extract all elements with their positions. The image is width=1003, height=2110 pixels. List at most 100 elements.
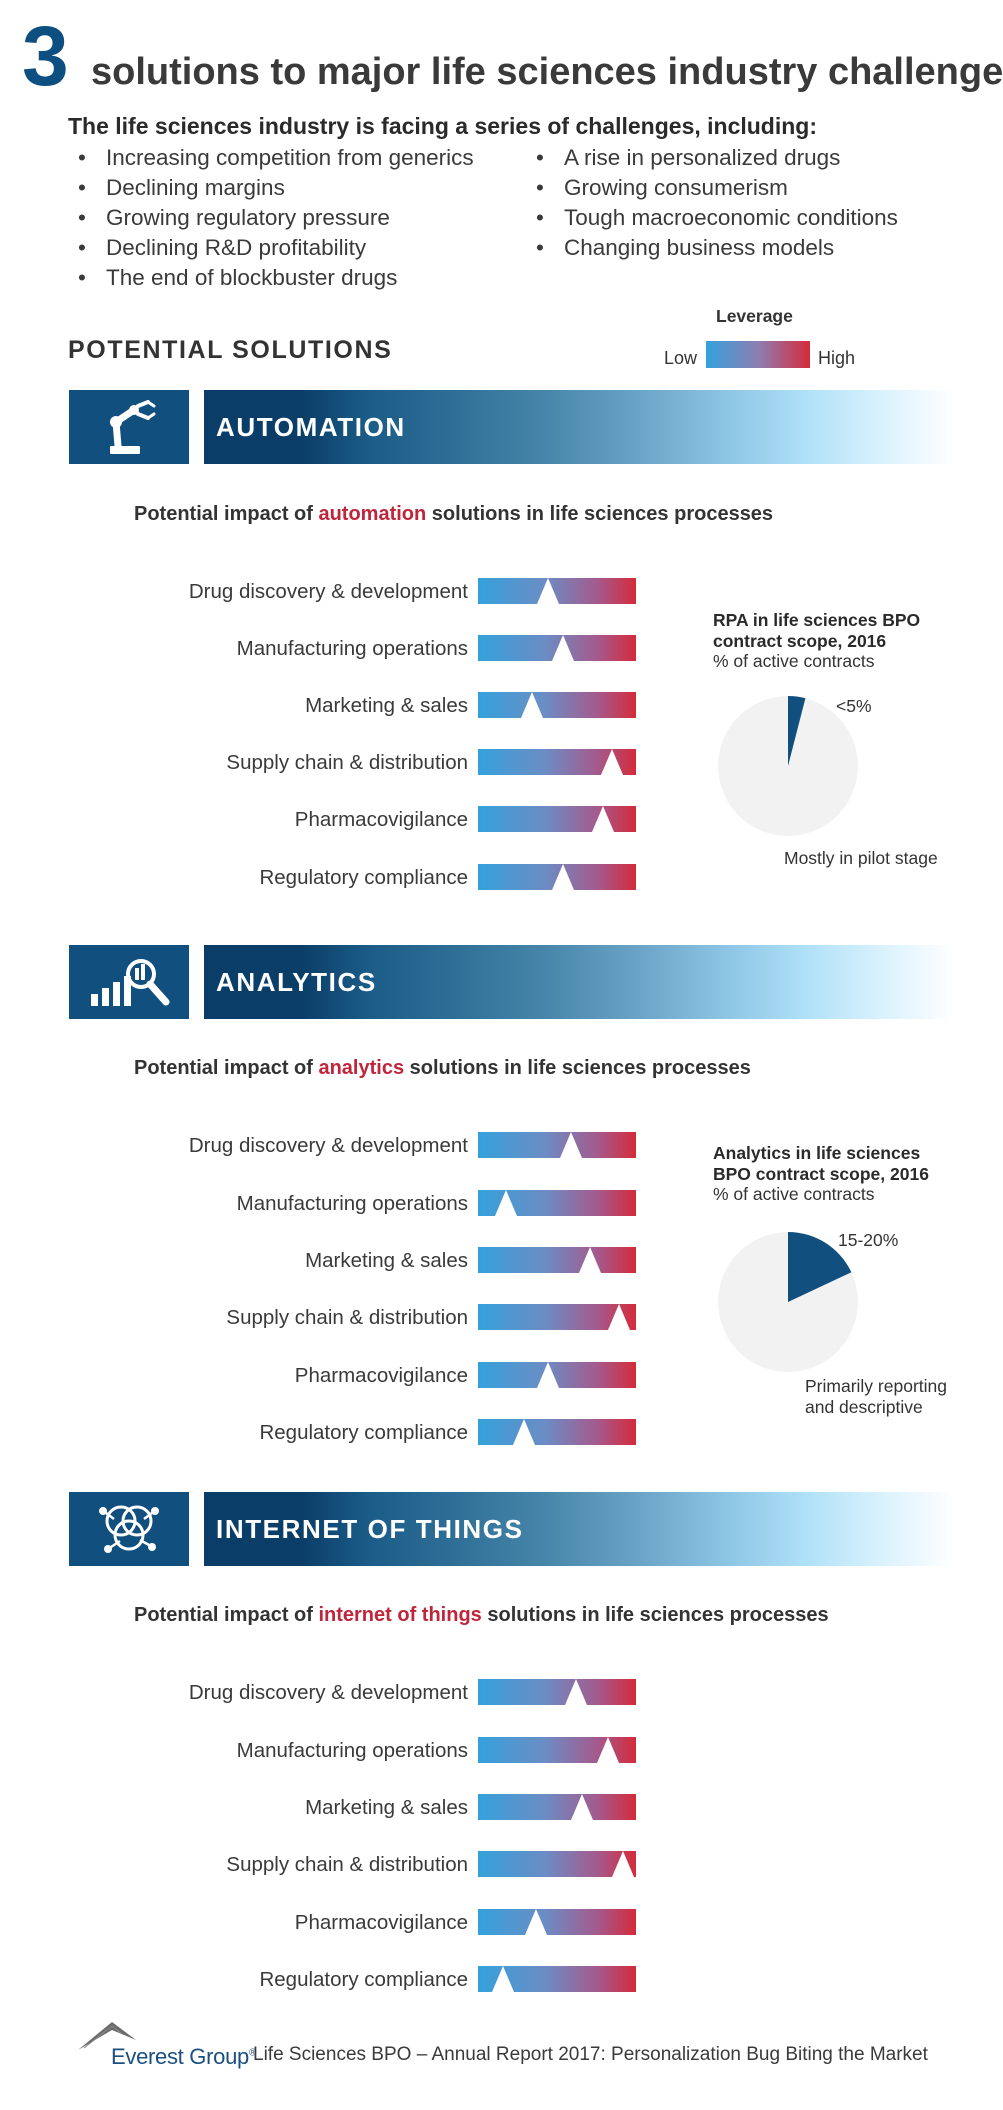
leverage-bar <box>478 1966 636 1992</box>
impact-prefix: Potential impact of <box>134 503 319 525</box>
leverage-bar <box>478 1132 636 1158</box>
legend-low-label: Low <box>664 348 698 368</box>
challenge-item: Increasing competition from generics <box>78 143 474 173</box>
iot-impact-heading: Potential impact of internet of things s… <box>134 1604 829 1627</box>
row-label: Supply chain & distribution <box>226 1853 468 1876</box>
challenge-item: Tough macroeconomic conditions <box>536 203 898 233</box>
pie-highlight-slice <box>788 1232 852 1302</box>
leverage-marker <box>512 1419 535 1445</box>
impact-suffix: solutions in life sciences processes <box>426 503 774 525</box>
leverage-bar <box>478 1419 636 1445</box>
impact-suffix: solutions in life sciences processes <box>481 1604 829 1626</box>
robot-arm-icon <box>110 400 156 454</box>
row-label: Supply chain & distribution <box>226 751 468 774</box>
analytics-pie-chart <box>718 1232 858 1372</box>
legend-gradient-bar <box>706 341 810 368</box>
pie-note-line: Primarily reporting <box>805 1376 947 1396</box>
row-label: Manufacturing operations <box>236 1739 468 1762</box>
challenge-item: Growing consumerism <box>536 173 788 203</box>
leverage-marker <box>601 749 624 775</box>
leverage-bar <box>478 864 636 890</box>
leverage-bar <box>478 635 636 661</box>
challenge-item: Changing business models <box>536 233 834 263</box>
pie-note-line: Mostly in pilot stage <box>784 848 938 868</box>
leverage-marker <box>525 1909 548 1935</box>
pie-subtitle: % of active contracts <box>713 1184 875 1204</box>
intro-text: The life sciences industry is facing a s… <box>68 113 818 139</box>
page-title: solutions to major life sciences industr… <box>91 51 1003 93</box>
leverage-bar <box>478 1304 636 1330</box>
row-label: Regulatory compliance <box>259 1421 468 1444</box>
leverage-bar <box>478 1679 636 1705</box>
row-label: Drug discovery & development <box>188 580 468 603</box>
footer-report-title: Life Sciences BPO – Annual Report 2017: … <box>253 2044 928 2065</box>
leverage-marker <box>596 1737 619 1763</box>
pie-title-line: RPA in life sciences BPO <box>713 610 921 630</box>
leverage-bar <box>478 578 636 604</box>
analytics-icon-box <box>69 945 189 1019</box>
leverage-bar <box>478 1794 636 1820</box>
leverage-marker <box>564 1679 587 1705</box>
pie-title-line: Analytics in life sciences <box>713 1143 921 1163</box>
challenge-item: A rise in personalized drugs <box>536 143 840 173</box>
leverage-marker <box>612 1851 635 1877</box>
leverage-marker <box>591 806 614 832</box>
legend-title: Leverage <box>716 306 793 326</box>
challenge-item: Growing regulatory pressure <box>78 203 390 233</box>
brand-name: Everest Group <box>111 2044 249 2069</box>
impact-prefix: Potential impact of <box>134 1604 319 1626</box>
brand-reg-mark: ® <box>248 2047 257 2059</box>
analytics-impact-heading: Potential impact of analytics solutions … <box>134 1057 751 1080</box>
pie-slice-label: <5% <box>836 696 872 716</box>
leverage-bar <box>478 1190 636 1216</box>
challenge-item: The end of blockbuster drugs <box>78 263 397 293</box>
row-label: Manufacturing operations <box>236 637 468 660</box>
leverage-marker <box>552 635 575 661</box>
impact-highlight: automation <box>318 503 427 525</box>
row-label: Marketing & sales <box>305 694 468 717</box>
automation-header-band <box>204 390 954 464</box>
row-label: Manufacturing operations <box>236 1192 468 1215</box>
row-label: Drug discovery & development <box>188 1681 468 1704</box>
leverage-marker <box>560 1132 583 1158</box>
potential-solutions-heading: POTENTIAL SOLUTIONS <box>68 336 393 364</box>
impact-highlight: analytics <box>318 1057 405 1079</box>
everest-mountain-logo-icon <box>78 2022 136 2050</box>
legend-high-label: High <box>818 348 856 368</box>
challenge-item: Declining R&D profitability <box>78 233 366 263</box>
leverage-marker <box>607 1304 630 1330</box>
impact-highlight: internet of things <box>318 1604 482 1626</box>
leverage-marker <box>520 692 543 718</box>
leverage-bar <box>478 1362 636 1388</box>
automation-icon-box <box>69 390 189 464</box>
row-label: Regulatory compliance <box>259 866 468 889</box>
automation-pie-chart <box>718 696 858 836</box>
leverage-bar <box>478 1851 636 1877</box>
pie-highlight-slice <box>788 696 806 766</box>
analytics-magnifier-icon <box>91 959 170 1006</box>
leverage-bar <box>478 749 636 775</box>
iot-connected-circles-icon <box>99 1505 159 1553</box>
pie-title-line: contract scope, 2016 <box>713 631 887 651</box>
pie-slice-label: 15-20% <box>838 1230 899 1250</box>
row-label: Supply chain & distribution <box>226 1306 468 1329</box>
brand-logo-text: Everest Group® <box>111 2044 256 2070</box>
leverage-marker <box>579 1247 602 1273</box>
challenge-item: Declining margins <box>78 173 285 203</box>
leverage-marker <box>552 864 575 890</box>
leverage-bar <box>478 1909 636 1935</box>
automation-title: AUTOMATION <box>216 412 406 442</box>
row-label: Pharmacovigilance <box>294 808 468 831</box>
automation-impact-heading: Potential impact of automation solutions… <box>134 503 773 526</box>
impact-suffix: solutions in life sciences processes <box>404 1057 751 1079</box>
row-label: Regulatory compliance <box>259 1968 468 1991</box>
row-label: Marketing & sales <box>305 1796 468 1819</box>
iot-header-band <box>204 1492 954 1566</box>
leverage-marker <box>492 1966 515 1992</box>
iot-title: INTERNET OF THINGS <box>216 1514 524 1544</box>
analytics-header-band <box>204 945 954 1019</box>
leverage-bar <box>478 692 636 718</box>
leverage-marker <box>495 1190 518 1216</box>
pie-title-line: BPO contract scope, 2016 <box>713 1164 929 1184</box>
row-label: Pharmacovigilance <box>294 1364 468 1387</box>
